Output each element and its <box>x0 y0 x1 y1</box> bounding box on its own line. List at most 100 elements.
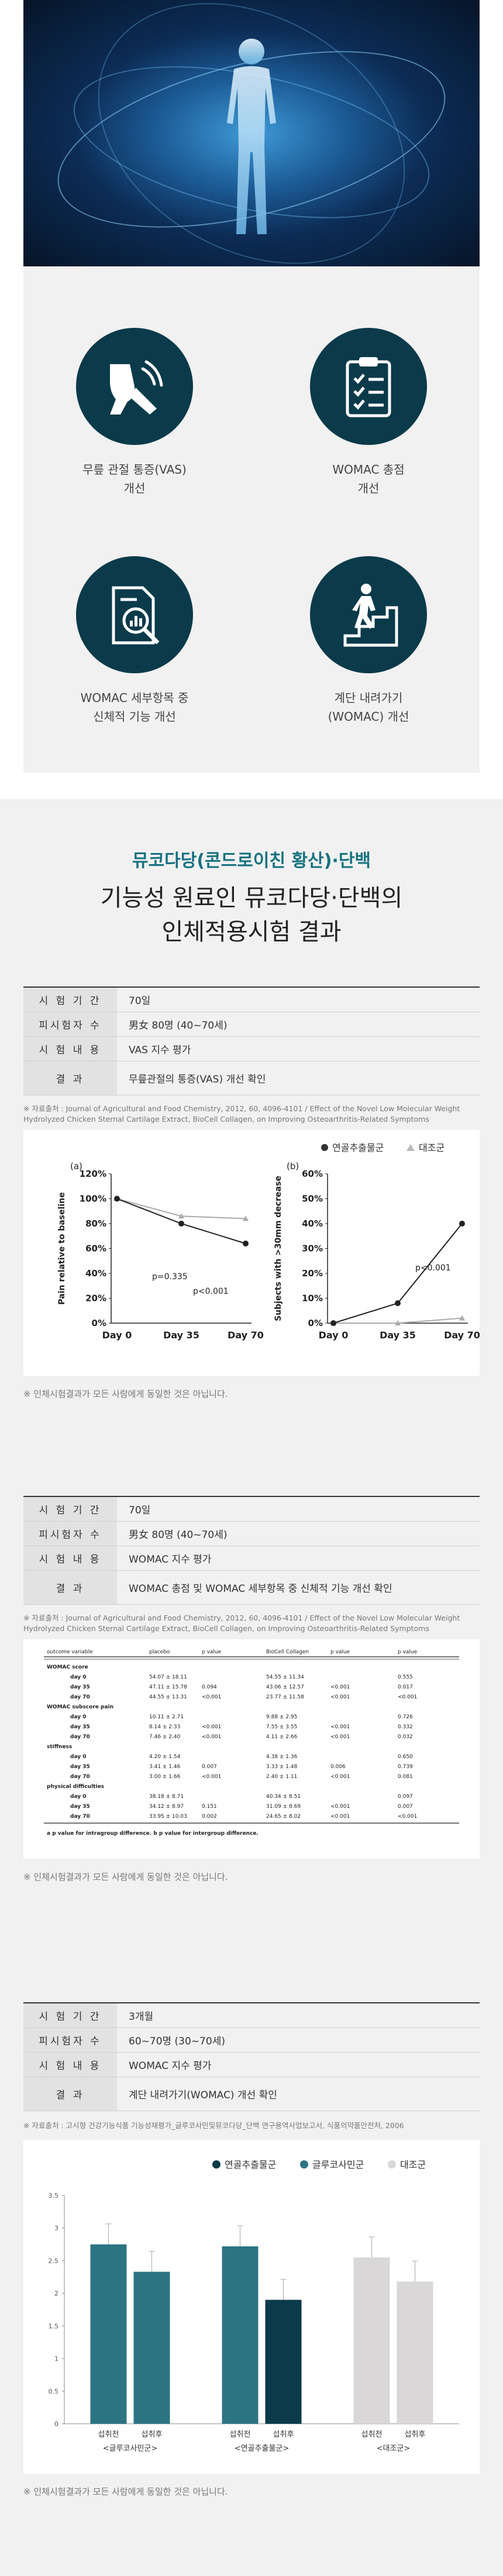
table-cell: 3.00 ± 1.66 <box>149 1774 181 1780</box>
bar <box>90 2244 127 2424</box>
bar-label: 섭취후 <box>405 2430 426 2439</box>
legend-marker <box>406 1144 415 1151</box>
table-cell: 0.094 <box>202 1684 217 1690</box>
table-cell: 54.55 ± 11.34 <box>266 1674 304 1680</box>
table-cell: 24.65 ± 8.02 <box>266 1814 301 1820</box>
bar <box>353 2257 390 2424</box>
row-value: 60~70명 (30~70세) <box>129 2036 225 2047</box>
table-cell: <0.001 <box>330 1734 350 1740</box>
feature-label: 무릎 관절 통증(VAS) 개선 <box>82 463 187 495</box>
feature-label: 계단 내려가기 (WOMAC) 개선 <box>328 691 409 724</box>
table-cell: 7.55 ± 3.55 <box>266 1724 297 1730</box>
data-point-treatment <box>178 1221 184 1227</box>
y-tick-label: 120% <box>80 1169 106 1179</box>
row-key: 시 험 기 간 <box>23 988 117 1012</box>
table-cell: 3.33 ± 1.48 <box>266 1764 298 1770</box>
y-tick-label: 1 <box>54 2355 58 2363</box>
data-point-control <box>459 1315 465 1321</box>
table-cell: day 70 <box>70 1694 90 1700</box>
y-tick-label: 2.5 <box>49 2257 59 2265</box>
table-cell: 0.097 <box>398 1794 413 1800</box>
y-tick-label: 10% <box>302 1293 323 1304</box>
table-cell: 9.88 ± 2.95 <box>266 1714 297 1720</box>
bar <box>133 2272 170 2424</box>
table-row: 피시험자 수 男女 80명 (40~70세) <box>23 1012 480 1037</box>
legend-label: 대조군 <box>400 2159 426 2170</box>
data-point-treatment <box>395 1300 401 1306</box>
table-cell: <0.001 <box>330 1694 350 1700</box>
legend-label: 대조군 <box>419 1142 445 1153</box>
x-tick-label: Day 35 <box>380 1330 416 1341</box>
source-note: ※ 자료출처 : Journal of Agricultural and Foo… <box>23 1614 460 1633</box>
table-row: 피시험자 수 60~70명 (30~70세) <box>23 2028 480 2053</box>
disclaimer: ※ 인체시험결과가 모든 사람에게 동일한 것은 아닙니다. <box>23 1872 228 1882</box>
disclaimer: ※ 인체시험결과가 모든 사람에게 동일한 것은 아닙니다. <box>23 1389 228 1399</box>
table-cell: 4.11 ± 2.66 <box>266 1734 298 1740</box>
table-cell: day 70 <box>70 1774 90 1780</box>
table-cell: 0.332 <box>398 1724 413 1730</box>
knee-joint-icon <box>110 360 163 415</box>
section-header: 뮤코다당(콘드로이친 황산)·단백 기능성 원료인 뮤코다당·단백의 인체적용시… <box>0 799 503 975</box>
table-cell: <0.001 <box>202 1694 221 1700</box>
table-cell: 40.34 ± 8.51 <box>266 1794 301 1800</box>
study3-table: 시 험 기 간 3개월 피시험자 수 60~70명 (30~70세) 시 험 내… <box>23 2002 480 2111</box>
bar-label: 섭취전 <box>361 2430 383 2439</box>
study2-table: 시 험 기 간 70일 피시험자 수 男女 80명 (40~70세) 시 험 내… <box>23 1496 480 1605</box>
row-value: 계단 내려가기(WOMAC) 개선 확인 <box>129 2089 277 2101</box>
feature-stairs: 계단 내려가기 (WOMAC) 개선 <box>281 556 456 726</box>
table-cell: 0.739 <box>398 1764 413 1770</box>
table-cell: 0.032 <box>398 1734 413 1740</box>
row-value: 3개월 <box>129 2011 154 2023</box>
table-cell: <0.001 <box>398 1694 417 1700</box>
stairs-bar-chart: 연골추출물군 글루코사민군 대조군 0 0.5 1 1.5 2 2.5 3 3.5 섭취전 섭취후 <글루… <box>49 2159 459 2453</box>
table-row: 결 과 무릎관절의 통증(VAS) 개선 확인 <box>23 1061 480 1095</box>
legend-marker <box>300 2160 308 2169</box>
bar <box>222 2246 259 2424</box>
table-row: 시 험 내 용 VAS 지수 평가 <box>23 1037 480 1061</box>
table-cell: WOMAC subscore pain <box>47 1704 113 1710</box>
vas-chart-box: 연골추출물군 대조군 (a) 0% 20% 40% 60% 80% 100% 120% Pain … <box>23 1130 480 1376</box>
x-tick-label: Day 0 <box>102 1330 132 1341</box>
table-cell: <0.001 <box>202 1774 221 1780</box>
y-tick-label: 0 <box>54 2420 58 2428</box>
table-row: 시 험 내 용 WOMAC 지수 평가 <box>23 1546 480 1571</box>
row-value: 무릎관절의 통증(VAS) 개선 확인 <box>129 1074 266 1085</box>
row-key: 결 과 <box>23 1061 117 1095</box>
table-cell: stiffness <box>47 1744 72 1750</box>
vas-charts: 연골추출물군 대조군 (a) 0% 20% 40% 60% 80% 100% 120% Pain … <box>57 1142 480 1341</box>
y-tick-label: 40% <box>85 1268 106 1279</box>
table-cell: 0.017 <box>398 1684 413 1690</box>
section-subtitle: 뮤코다당(콘드로이친 황산)·단백 <box>132 851 371 871</box>
clipboard-checklist-icon <box>346 357 391 417</box>
table-cell: day 35 <box>70 1764 90 1770</box>
row-value: 男女 80명 (40~70세) <box>129 1020 228 1032</box>
row-key: 시 험 내 용 <box>23 1037 117 1061</box>
y-tick-label: 0% <box>92 1318 106 1328</box>
table-cell: 43.06 ± 12.57 <box>266 1684 304 1690</box>
feature-womac-total: WOMAC 총점 개선 <box>281 328 456 498</box>
y-tick-label: 2 <box>54 2290 58 2297</box>
report-magnifier-icon <box>112 586 160 645</box>
human-figure-icon <box>227 39 276 234</box>
feature-label: WOMAC 세부항목 중 신체적 기능 개선 <box>80 691 189 724</box>
table-row: 시 험 기 간 70일 <box>23 1497 480 1522</box>
womac-table-box: outcome variable placebo p value BioCell Co… <box>23 1639 480 1859</box>
y-tick-label: 100% <box>80 1194 106 1204</box>
disclaimer: ※ 인체시험결과가 모든 사람에게 동일한 것은 아닙니다. <box>23 2486 228 2497</box>
table-cell: day 0 <box>70 1754 87 1760</box>
legend-label: 연골추출물군 <box>225 2159 276 2170</box>
row-key: 시 험 내 용 <box>23 1546 117 1570</box>
table-footnote: a p value for intragroup difference. b p… <box>47 1831 259 1837</box>
study1-table: 시 험 기 간 70일 피시험자 수 男女 80명 (40~70세) 시 험 내… <box>23 986 480 1095</box>
group-label: <글루코사민군> <box>103 2444 158 2453</box>
feature-panel: 무릎 관절 통증(VAS) 개선 WOMAC 총점 개선 <box>23 266 480 773</box>
y-tick-label: 3.5 <box>49 2192 59 2200</box>
table-cell: 54.07 ± 18.11 <box>149 1674 187 1680</box>
data-point-control <box>178 1213 184 1219</box>
data-point-treatment <box>330 1320 336 1326</box>
table-cell: 31.09 ± 8.69 <box>266 1804 301 1810</box>
row-key: 결 과 <box>23 2077 117 2111</box>
legend-marker <box>388 2160 396 2169</box>
y-tick-label: 40% <box>302 1218 323 1229</box>
table-row: 시 험 내 용 WOMAC 지수 평가 <box>23 2053 480 2077</box>
